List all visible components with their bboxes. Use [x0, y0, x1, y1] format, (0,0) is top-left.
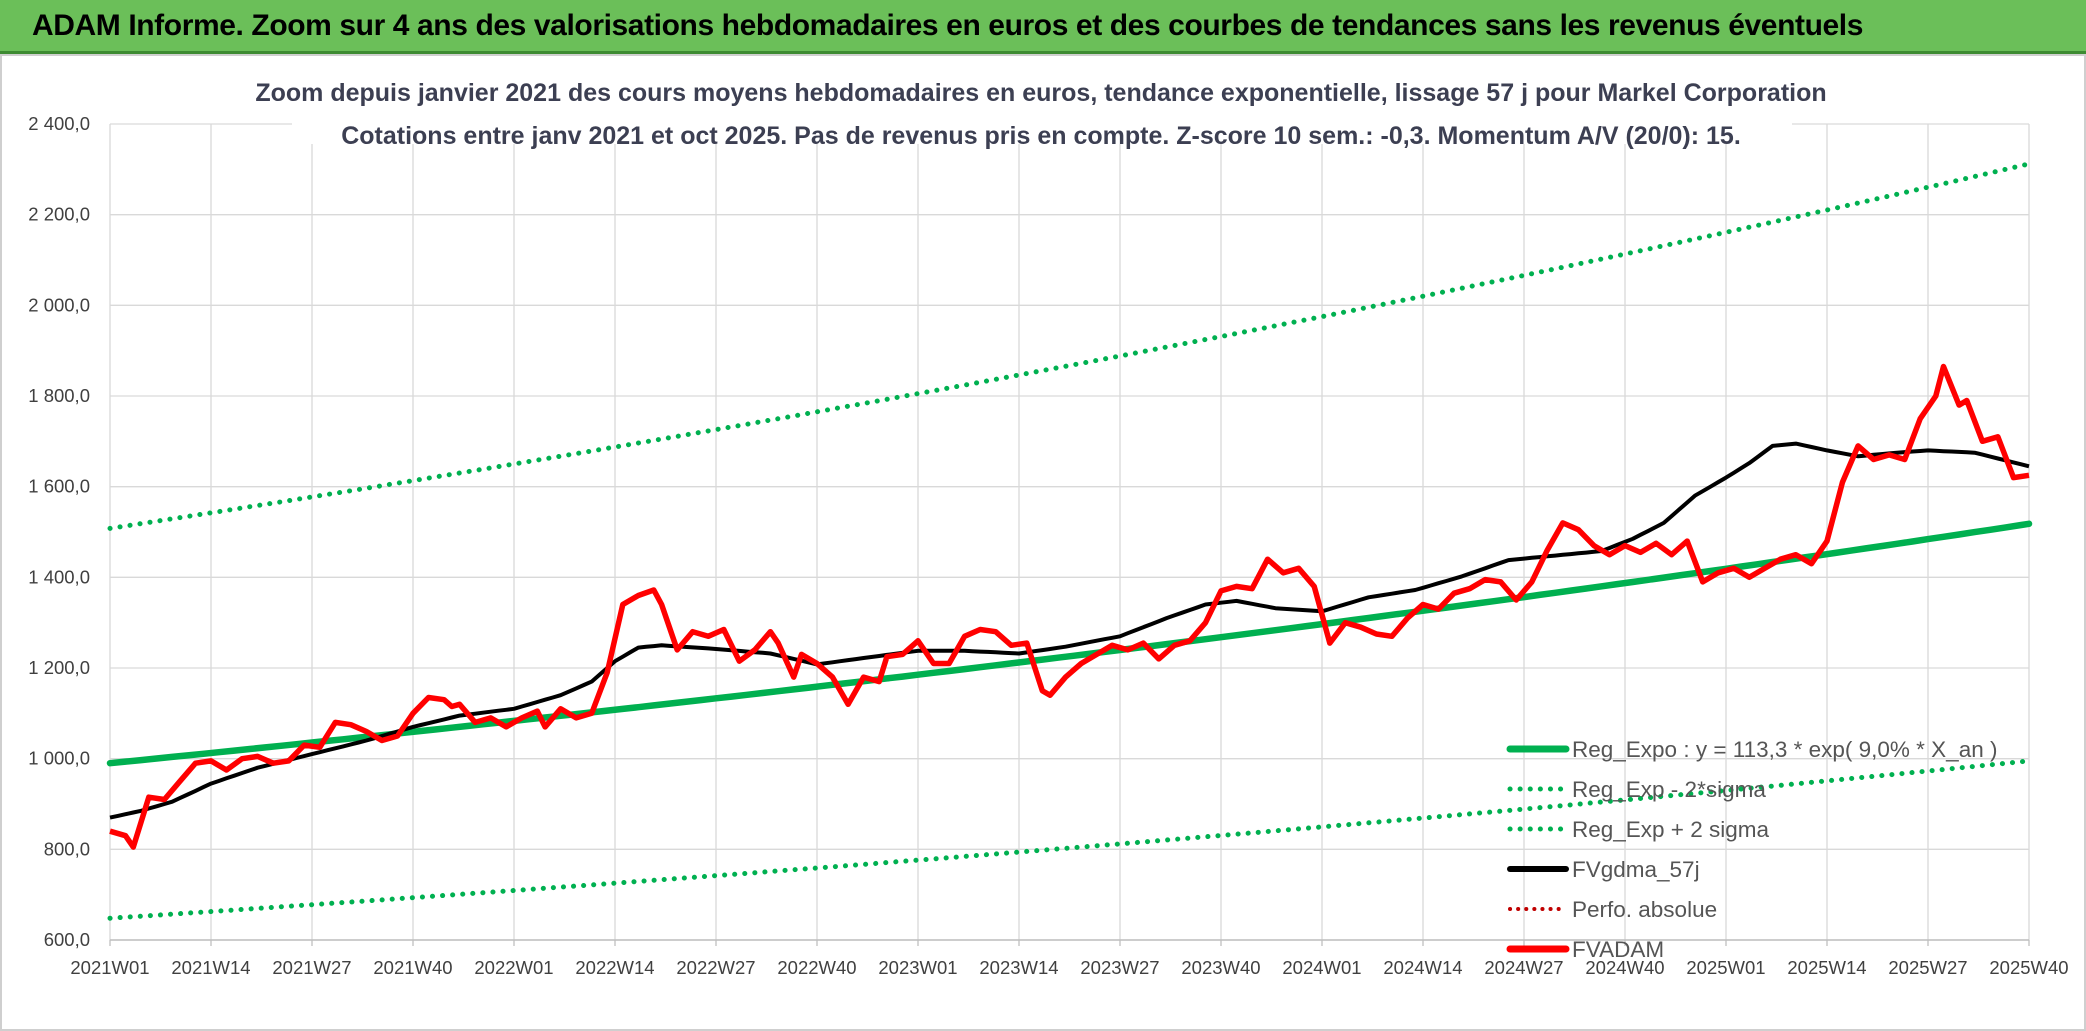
x-tick-label: 2023W01: [878, 957, 957, 978]
x-tick-label: 2022W27: [676, 957, 755, 978]
series-fvgdma-57j: [109, 441, 2030, 820]
x-tick-label: 2023W14: [979, 957, 1058, 978]
grid-lines: [109, 123, 2030, 946]
legend-perfo-label: Perfo. absolue: [1572, 897, 1717, 922]
y-tick-label: 2 400,0: [28, 113, 90, 134]
chart-frame: 600,0 800,0 1 000,0 1 200,0 1 400,0 1 600,0 1 …: [0, 54, 2086, 1031]
x-tick-label: 2022W01: [474, 957, 553, 978]
report-banner: ADAM Informe. Zoom sur 4 ans des valoris…: [0, 0, 2086, 54]
series-reg-exp-band: [107, 758, 2032, 921]
x-tick-label: 2021W01: [70, 957, 149, 978]
y-axis-ticks: 600,0 800,0 1 000,0 1 200,0 1 400,0 1 600,0 1 …: [28, 113, 90, 950]
x-tick-label: 2021W27: [272, 957, 351, 978]
report-banner-title: ADAM Informe. Zoom sur 4 ans des valoris…: [32, 9, 1864, 42]
legend-fvadam-label: FVADAM: [1572, 937, 1664, 962]
x-tick-label: 2025W27: [1888, 957, 1967, 978]
legend: Reg_Expo : y = 113,3 * exp( 9,0% * X_an …: [1506, 737, 1997, 962]
series-fvadam: [109, 363, 2030, 850]
series-reg-exp-band: [107, 161, 2032, 531]
x-tick-label: 2025W01: [1686, 957, 1765, 978]
x-tick-label: 2024W14: [1383, 957, 1462, 978]
y-tick-label: 800,0: [44, 838, 90, 859]
x-tick-label: 2021W14: [171, 957, 250, 978]
x-tick-label: 2022W14: [575, 957, 654, 978]
plot-series: [106, 161, 2033, 921]
title-backdrop: [292, 64, 1792, 144]
x-tick-label: 2021W40: [373, 957, 452, 978]
y-tick-label: 1 600,0: [28, 476, 90, 497]
y-tick-label: 2 200,0: [28, 204, 90, 225]
y-tick-label: 1 000,0: [28, 748, 90, 769]
x-tick-label: 2022W40: [777, 957, 856, 978]
y-tick-label: 1 800,0: [28, 385, 90, 406]
x-axis-ticks: 2021W01 2021W14 2021W27 2021W40 2022W01 2022W…: [70, 957, 2068, 978]
legend-reg-exp-plus-label: Reg_Exp + 2 sigma: [1572, 817, 1769, 842]
legend-fvgdma-label: FVgdma_57j: [1572, 857, 1700, 882]
legend-reg-exp-minus-label: Reg_Exp - 2*sigma: [1572, 777, 1766, 802]
y-tick-label: 2 000,0: [28, 294, 90, 315]
x-tick-label: 2025W14: [1787, 957, 1866, 978]
y-tick-label: 1 200,0: [28, 657, 90, 678]
chart-title: Zoom depuis janvier 2021 des cours moyen…: [255, 79, 1826, 107]
chart-area: 600,0 800,0 1 000,0 1 200,0 1 400,0 1 600,0 1 …: [28, 64, 2069, 978]
y-tick-label: 1 400,0: [28, 566, 90, 587]
x-tick-label: 2024W01: [1282, 957, 1361, 978]
legend-reg-expo-label: Reg_Expo : y = 113,3 * exp( 9,0% * X_an …: [1572, 737, 1997, 762]
x-tick-label: 2024W40: [1585, 957, 1664, 978]
chart-subtitle: Cotations entre janv 2021 et oct 2025. P…: [341, 122, 1741, 150]
x-tick-label: 2025W40: [1989, 957, 2068, 978]
x-tick-label: 2024W27: [1484, 957, 1563, 978]
x-tick-label: 2023W40: [1181, 957, 1260, 978]
x-tick-label: 2023W27: [1080, 957, 1159, 978]
series-reg-expo: [106, 520, 2033, 767]
y-tick-label: 600,0: [44, 929, 90, 950]
